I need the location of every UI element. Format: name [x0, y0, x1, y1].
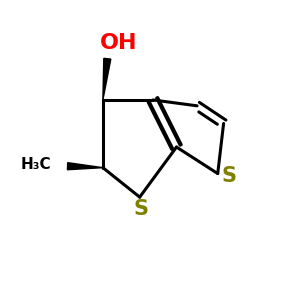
Text: S: S: [221, 167, 236, 187]
Polygon shape: [103, 58, 111, 100]
Text: OH: OH: [100, 32, 138, 52]
Text: H₃C: H₃C: [21, 157, 51, 172]
Text: S: S: [134, 199, 149, 219]
Polygon shape: [68, 163, 103, 170]
